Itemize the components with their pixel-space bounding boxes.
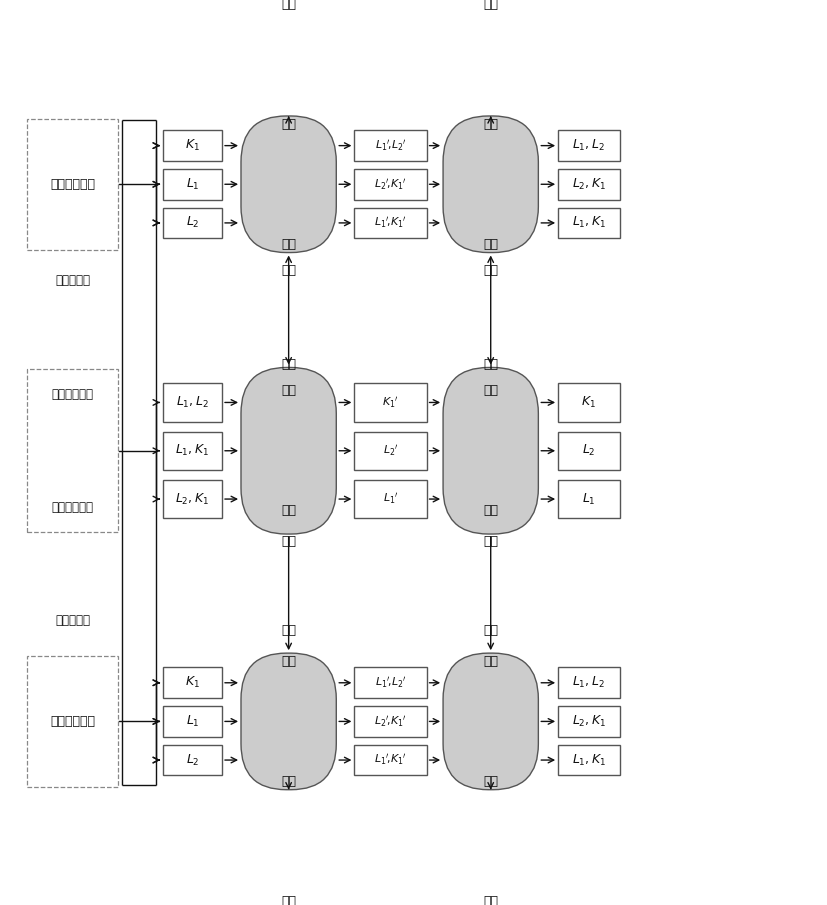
FancyBboxPatch shape bbox=[558, 432, 619, 470]
Text: $L_2{}'$: $L_2{}'$ bbox=[383, 443, 399, 458]
FancyBboxPatch shape bbox=[443, 116, 538, 252]
FancyBboxPatch shape bbox=[558, 668, 619, 698]
Text: $L_1{}'$: $L_1{}'$ bbox=[383, 491, 399, 507]
FancyBboxPatch shape bbox=[354, 480, 427, 519]
FancyBboxPatch shape bbox=[163, 130, 222, 161]
Text: 起始点方位角: 起始点方位角 bbox=[51, 500, 93, 514]
FancyBboxPatch shape bbox=[354, 432, 427, 470]
Text: $L_1,L_2$: $L_1,L_2$ bbox=[572, 138, 605, 153]
Text: 目标点坐标: 目标点坐标 bbox=[55, 614, 90, 627]
Text: $L_2,K_1$: $L_2,K_1$ bbox=[571, 176, 606, 192]
Text: 空间: 空间 bbox=[281, 0, 296, 11]
FancyBboxPatch shape bbox=[241, 116, 337, 252]
Text: 面三: 面三 bbox=[281, 504, 296, 518]
Text: 段制: 段制 bbox=[281, 895, 296, 905]
FancyBboxPatch shape bbox=[27, 369, 117, 532]
Text: $L_1$: $L_1$ bbox=[186, 714, 199, 729]
Text: 段制: 段制 bbox=[483, 895, 498, 905]
FancyBboxPatch shape bbox=[558, 130, 619, 161]
FancyBboxPatch shape bbox=[27, 119, 117, 250]
Text: 空间: 空间 bbox=[281, 264, 296, 277]
FancyBboxPatch shape bbox=[163, 384, 222, 422]
Text: 角三: 角三 bbox=[483, 504, 498, 518]
FancyBboxPatch shape bbox=[354, 207, 427, 238]
FancyBboxPatch shape bbox=[163, 706, 222, 737]
Text: 具面: 具面 bbox=[483, 118, 498, 131]
Text: 段制: 段制 bbox=[483, 624, 498, 637]
Text: 起始点井斜角: 起始点井斜角 bbox=[51, 387, 93, 401]
Text: $L_1,K_1$: $L_1,K_1$ bbox=[175, 443, 209, 458]
Text: 面三: 面三 bbox=[281, 775, 296, 788]
FancyBboxPatch shape bbox=[558, 706, 619, 737]
Text: $L_1,L_2$: $L_1,L_2$ bbox=[572, 675, 605, 691]
FancyBboxPatch shape bbox=[558, 384, 619, 422]
Text: $L_2$: $L_2$ bbox=[186, 752, 199, 767]
FancyBboxPatch shape bbox=[163, 480, 222, 519]
Text: 恒工: 恒工 bbox=[483, 264, 498, 277]
FancyBboxPatch shape bbox=[241, 367, 337, 534]
FancyBboxPatch shape bbox=[163, 169, 222, 200]
Text: 恒工: 恒工 bbox=[483, 535, 498, 548]
FancyBboxPatch shape bbox=[558, 745, 619, 776]
Text: 角三: 角三 bbox=[483, 238, 498, 251]
Text: 段制: 段制 bbox=[281, 357, 296, 371]
Text: 段制: 段制 bbox=[281, 624, 296, 637]
Text: $L_2{}'\!,\!K_1{}'$: $L_2{}'\!,\!K_1{}'$ bbox=[374, 714, 407, 729]
Text: $L_1,L_2$: $L_1,L_2$ bbox=[176, 395, 209, 410]
FancyBboxPatch shape bbox=[27, 656, 117, 786]
Text: 角三: 角三 bbox=[483, 775, 498, 788]
Text: 斜平: 斜平 bbox=[281, 385, 296, 397]
FancyBboxPatch shape bbox=[241, 653, 337, 790]
Text: 目标点井斜角: 目标点井斜角 bbox=[50, 177, 95, 191]
Text: $K_1$: $K_1$ bbox=[185, 138, 200, 153]
Text: 目标点方位角: 目标点方位角 bbox=[50, 715, 95, 728]
Text: 斜平: 斜平 bbox=[281, 655, 296, 668]
Text: 面三: 面三 bbox=[281, 238, 296, 251]
FancyBboxPatch shape bbox=[354, 169, 427, 200]
FancyBboxPatch shape bbox=[163, 207, 222, 238]
FancyBboxPatch shape bbox=[558, 169, 619, 200]
Text: 斜平: 斜平 bbox=[281, 118, 296, 131]
Text: $L_1{}'\!,\!L_2{}'$: $L_1{}'\!,\!L_2{}'$ bbox=[375, 138, 406, 153]
Text: 空间: 空间 bbox=[281, 535, 296, 548]
FancyBboxPatch shape bbox=[443, 367, 538, 534]
FancyBboxPatch shape bbox=[354, 130, 427, 161]
Text: $L_1,K_1$: $L_1,K_1$ bbox=[571, 215, 606, 231]
Text: $L_2$: $L_2$ bbox=[582, 443, 595, 458]
Text: $L_2,K_1$: $L_2,K_1$ bbox=[175, 491, 209, 507]
Text: 段制: 段制 bbox=[483, 357, 498, 371]
Text: $L_1{}'\!,\!K_1{}'$: $L_1{}'\!,\!K_1{}'$ bbox=[374, 215, 407, 230]
FancyBboxPatch shape bbox=[163, 745, 222, 776]
FancyBboxPatch shape bbox=[558, 207, 619, 238]
FancyBboxPatch shape bbox=[163, 432, 222, 470]
Text: $K_1{}'$: $K_1{}'$ bbox=[382, 395, 399, 410]
Text: 起始点坐标: 起始点坐标 bbox=[55, 274, 90, 288]
Text: 具面: 具面 bbox=[483, 655, 498, 668]
Text: $L_2$: $L_2$ bbox=[186, 215, 199, 231]
Text: $L_1{}'\!,\!L_2{}'$: $L_1{}'\!,\!L_2{}'$ bbox=[375, 675, 406, 691]
FancyBboxPatch shape bbox=[558, 480, 619, 519]
Text: $L_1$: $L_1$ bbox=[186, 176, 199, 192]
Text: 具面: 具面 bbox=[483, 385, 498, 397]
Text: $L_2{}'\!,\!K_1{}'$: $L_2{}'\!,\!K_1{}'$ bbox=[374, 176, 407, 192]
FancyBboxPatch shape bbox=[354, 706, 427, 737]
Text: $L_2,K_1$: $L_2,K_1$ bbox=[571, 714, 606, 729]
Text: $L_1$: $L_1$ bbox=[582, 491, 595, 507]
FancyBboxPatch shape bbox=[354, 745, 427, 776]
FancyBboxPatch shape bbox=[354, 668, 427, 698]
Text: $K_1$: $K_1$ bbox=[581, 395, 596, 410]
FancyBboxPatch shape bbox=[163, 668, 222, 698]
FancyBboxPatch shape bbox=[443, 653, 538, 790]
Text: $L_1,K_1$: $L_1,K_1$ bbox=[571, 752, 606, 767]
Text: 恒工: 恒工 bbox=[483, 0, 498, 11]
FancyBboxPatch shape bbox=[354, 384, 427, 422]
Text: $K_1$: $K_1$ bbox=[185, 675, 200, 691]
Text: $L_1{}'\!,\!K_1{}'$: $L_1{}'\!,\!K_1{}'$ bbox=[374, 753, 407, 767]
